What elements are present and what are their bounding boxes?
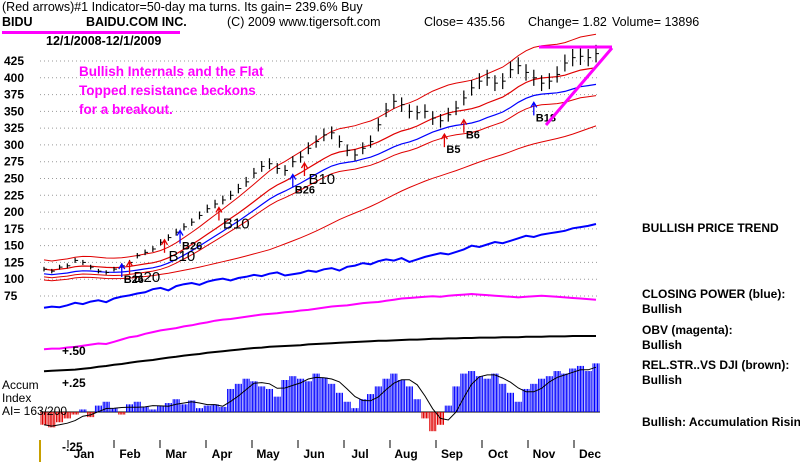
volume: Volume= 13896 — [612, 15, 700, 29]
y-tick-label: 300 — [4, 138, 24, 152]
y-tick-label: 425 — [4, 54, 24, 68]
y-tick-label: 250 — [4, 172, 24, 186]
y-tick-label: 275 — [4, 155, 24, 169]
y-tick-label: 375 — [4, 88, 24, 102]
signal-label: B5 — [446, 144, 460, 156]
closing-power-line — [43, 223, 597, 309]
signal-arrowhead — [215, 206, 223, 213]
relstr-label: REL.STR..VS DJI (brown): Bullish — [642, 358, 790, 387]
header-underline — [2, 31, 180, 34]
signal-arrowhead — [289, 173, 297, 180]
y-tick-label: 225 — [4, 188, 24, 202]
trend-label: BULLISH PRICE TREND — [642, 221, 779, 235]
accum-average-line — [43, 366, 597, 427]
y-tick-label: 400 — [4, 71, 24, 85]
ma-red-line — [43, 67, 597, 271]
x-tick-label: Dec — [579, 447, 601, 461]
accum-tick-p25: +.25 — [62, 376, 86, 390]
signal-label: B20 — [134, 269, 161, 286]
signal-arrowhead — [440, 132, 448, 140]
company-name: BAIDU.COM INC. — [86, 15, 187, 29]
x-tick-label: Feb — [119, 447, 140, 461]
signal-arrowhead — [530, 101, 538, 108]
flag-rising-line — [544, 47, 614, 126]
chart-header-indicator: (Red arrows)#1 Indicator=50-day ma turns… — [2, 0, 363, 14]
x-tick-label: Aug — [394, 447, 417, 461]
grid — [40, 60, 600, 297]
obv-line — [43, 292, 597, 351]
relstr-line — [43, 335, 596, 373]
indicator-lines — [43, 33, 597, 373]
date-range: 12/1/2008-12/1/2009 — [46, 34, 162, 48]
signal-label: B10 — [169, 248, 196, 265]
accum-tick-m25: -.25 — [62, 440, 83, 454]
x-tick-label: Jul — [351, 447, 368, 461]
signal-arrowhead — [460, 118, 468, 126]
y-tick-label: 125 — [4, 255, 24, 269]
chart-annotation: Bullish Internals and the Flat Topped re… — [79, 64, 264, 117]
signal-arrowhead — [160, 238, 169, 246]
y-tick-label: 325 — [4, 121, 24, 135]
x-tick-label: Apr — [212, 447, 233, 461]
signal-arrowhead — [118, 262, 126, 270]
accum-status-label: Bullish: Accumulation Rising — [642, 415, 800, 429]
accum-tick-p50: +.50 — [62, 344, 86, 358]
y-tick-label: 150 — [4, 239, 24, 253]
y-tick-label: 350 — [4, 104, 24, 118]
close-price: Close= 435.56 — [424, 15, 505, 29]
y-tick-label: 75 — [4, 289, 18, 303]
signal-arrowhead — [176, 229, 184, 236]
lower-band-line — [43, 95, 597, 279]
ticker-symbol: BIDU — [2, 15, 33, 29]
ma-blue-line — [43, 83, 597, 276]
x-tick-label: Mar — [165, 447, 187, 461]
y-tick-label: 175 — [4, 222, 24, 236]
signal-label: B10 — [223, 215, 250, 232]
price-change: Change= 1.82 — [528, 15, 607, 29]
x-tick-label: May — [256, 447, 280, 461]
accum-index-title: Accum Index AI= 163/200 — [2, 378, 68, 418]
accum-index-bars — [40, 363, 600, 432]
upper-band-line — [43, 33, 597, 262]
x-tick-label: Jun — [303, 447, 324, 461]
ma-200-line — [43, 125, 597, 282]
signal-arrowhead — [300, 161, 309, 169]
x-tick-label: Nov — [533, 447, 556, 461]
x-tick-label: Oct — [488, 447, 508, 461]
signal-label: B26 — [124, 274, 144, 286]
flag-pattern — [539, 45, 614, 126]
y-axis: 75 100 125 150 175 200 225 250 275 300 325 350 375 40… — [4, 54, 24, 303]
copyright: (C) 2009 www.tigersoft.com — [227, 15, 381, 29]
signal-label: B10 — [308, 171, 335, 188]
signal-label: B26 — [295, 185, 315, 197]
signal-label: B26 — [182, 241, 202, 253]
y-tick-label: 200 — [4, 205, 24, 219]
signal-label: B6 — [466, 130, 480, 142]
closing-power-label: CLOSING POWER (blue): Bullish — [642, 287, 786, 316]
signal-arrowhead — [125, 259, 134, 267]
y-tick-label: 100 — [4, 272, 24, 286]
obv-label: OBV (magenta): Bullish — [642, 323, 733, 352]
x-tick-label: Sep — [441, 447, 463, 461]
x-axis: Jan Feb Mar Apr May Jun Jul Aug Sep Oct Nov Dec — [39, 440, 601, 462]
x-tick-label: Jan — [74, 447, 95, 461]
